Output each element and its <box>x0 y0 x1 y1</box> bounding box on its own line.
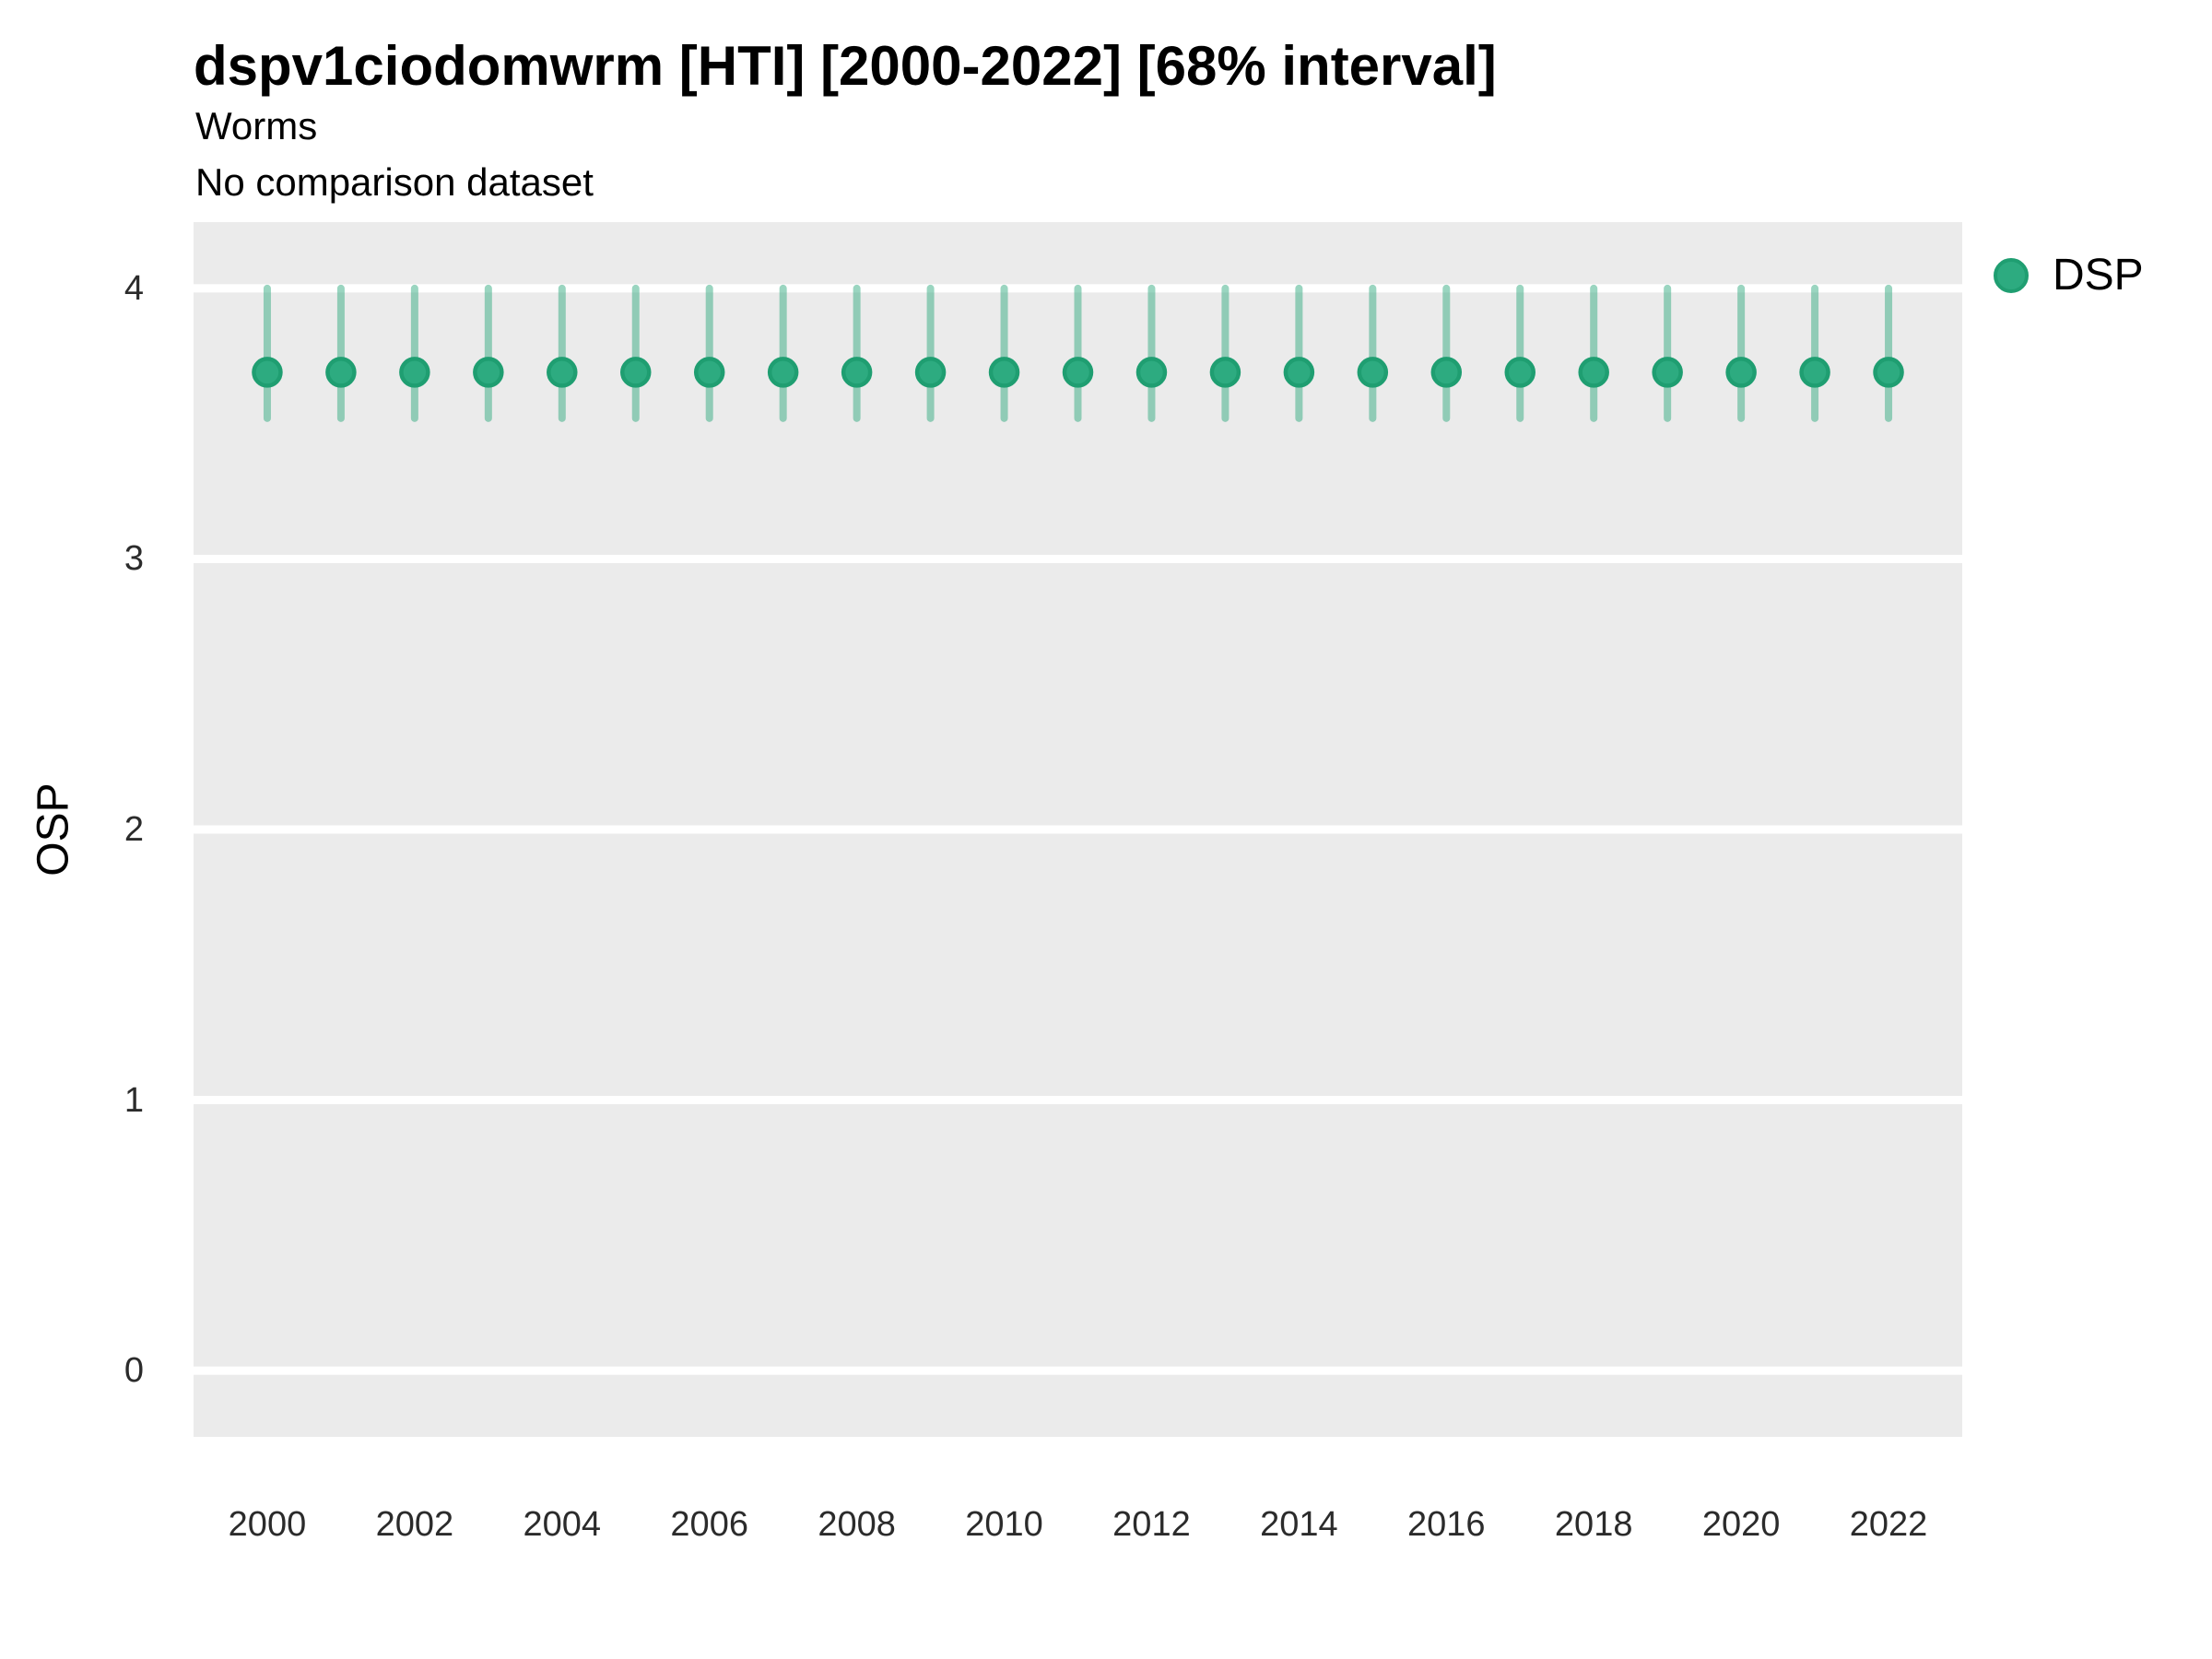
x-tick-label-2018: 2018 <box>1554 1505 1633 1544</box>
point-2009 <box>914 357 947 388</box>
point-2007 <box>767 357 799 388</box>
legend: DSP <box>1994 253 2144 298</box>
point-2012 <box>1135 357 1168 388</box>
point-2002 <box>399 357 430 388</box>
x-tick-label-2002: 2002 <box>375 1505 454 1544</box>
point-2016 <box>1430 357 1463 388</box>
point-2005 <box>620 357 652 388</box>
point-2011 <box>1062 357 1094 388</box>
x-tick-label-2004: 2004 <box>523 1505 602 1544</box>
x-tick-label-2010: 2010 <box>965 1505 1043 1544</box>
point-2003 <box>473 357 504 388</box>
point-2014 <box>1283 357 1315 388</box>
point-2017 <box>1504 357 1535 388</box>
chart-title: dspv1ciodomwrm [HTI] [2000-2022] [68% in… <box>194 35 1497 97</box>
point-2015 <box>1357 357 1389 388</box>
x-tick-label-2020: 2020 <box>1701 1505 1781 1544</box>
point-2020 <box>1725 357 1757 388</box>
point-2010 <box>988 357 1020 388</box>
y-tick-label-1: 1 <box>124 1080 144 1120</box>
plot-panel <box>194 222 1962 1437</box>
legend-label-dsp: DSP <box>2053 251 2144 300</box>
x-tick-label-2022: 2022 <box>1849 1505 1928 1544</box>
legend-marker-dsp-icon <box>1994 258 2029 293</box>
x-tick-label-2014: 2014 <box>1260 1505 1338 1544</box>
point-2000 <box>252 357 283 388</box>
x-tick-label-2012: 2012 <box>1112 1505 1191 1544</box>
y-tick-label-0: 0 <box>124 1351 144 1391</box>
point-2008 <box>841 357 873 388</box>
point-2022 <box>1873 357 1904 388</box>
y-tick-label-4: 4 <box>124 268 144 308</box>
point-2001 <box>325 357 357 388</box>
chart-subtitle: Worms <box>195 104 318 147</box>
point-2021 <box>1799 357 1830 388</box>
y-tick-label-3: 3 <box>124 539 144 579</box>
y-tick-label-2: 2 <box>124 810 144 849</box>
point-2018 <box>1578 357 1609 388</box>
x-tick-label-2016: 2016 <box>1407 1505 1486 1544</box>
point-2006 <box>693 357 725 388</box>
point-2004 <box>547 357 578 388</box>
comparison-note: No comparison dataset <box>195 160 594 204</box>
x-tick-label-2006: 2006 <box>670 1505 748 1544</box>
x-tick-label-2008: 2008 <box>818 1505 896 1544</box>
x-tick-label-2000: 2000 <box>228 1505 307 1544</box>
point-2019 <box>1652 357 1683 388</box>
point-2013 <box>1209 357 1241 388</box>
